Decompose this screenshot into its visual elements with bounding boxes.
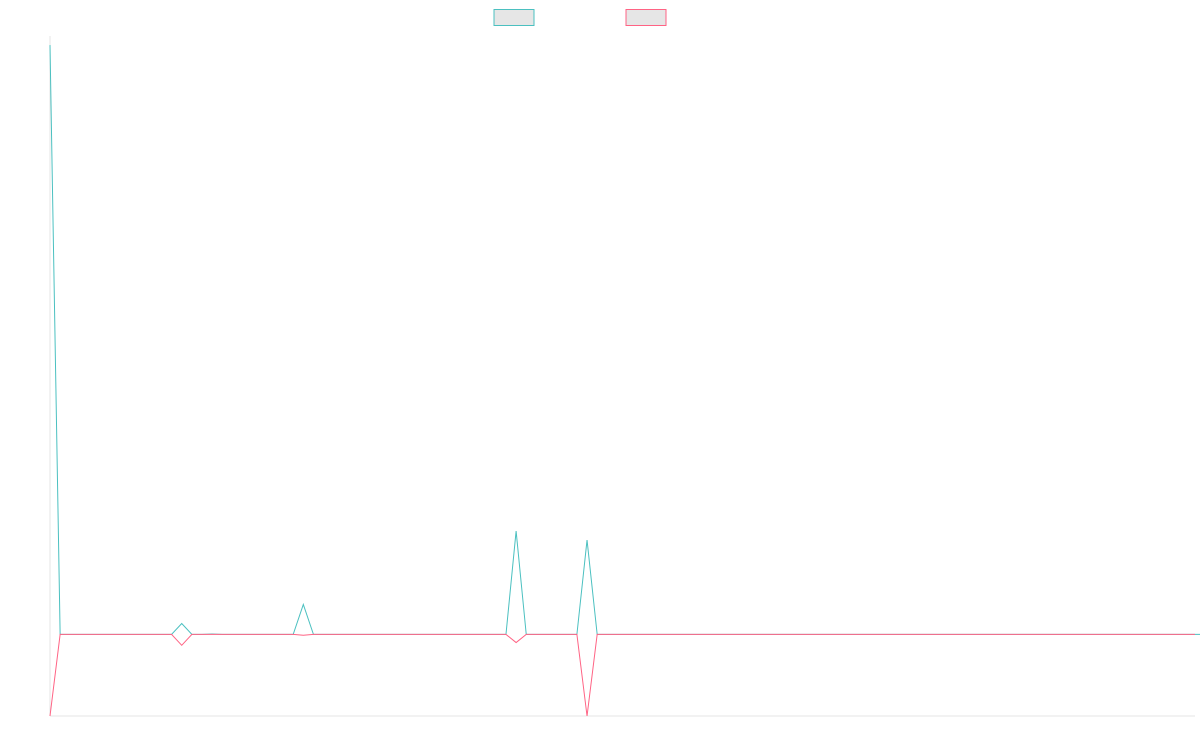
chart-legend[interactable] [493, 9, 667, 26]
chart-axes [49, 36, 1195, 717]
series-2-line [49, 633, 1195, 717]
series-1-line [49, 45, 1200, 635]
legend-swatch-series-1[interactable] [493, 9, 535, 26]
plot-area [49, 45, 1200, 717]
legend-swatch-series-2[interactable] [625, 9, 667, 26]
